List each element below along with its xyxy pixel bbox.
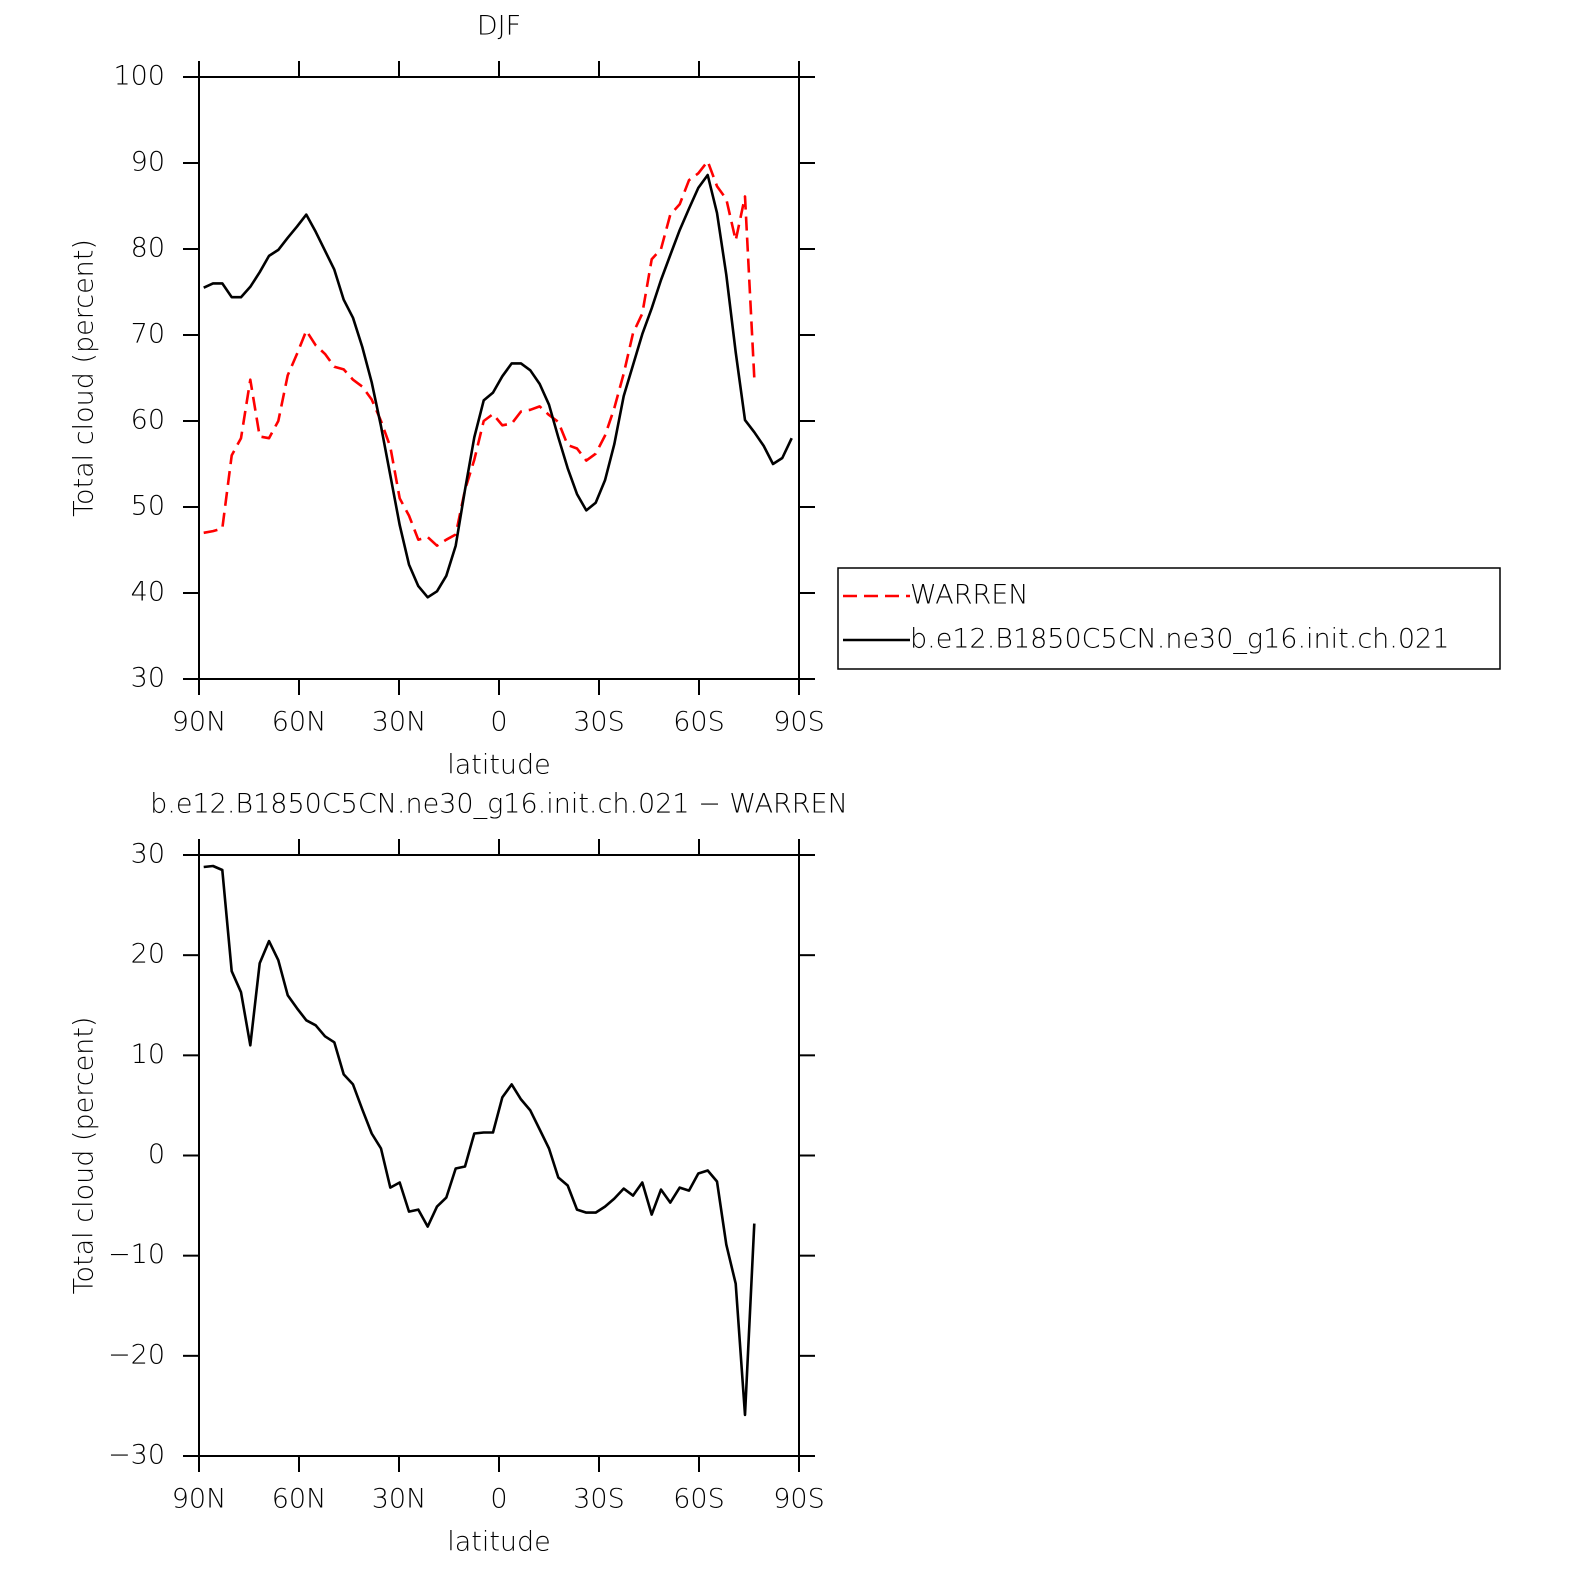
x-tick-label: 90S <box>773 707 825 738</box>
legend-label: b.e12.B1850C5CN.ne30_g16.init.ch.021 <box>910 624 1449 655</box>
y-tick-label: 80 <box>131 233 165 264</box>
x-tick-label: 0 <box>490 707 507 738</box>
y-tick-label: 10 <box>131 1039 165 1070</box>
y-tick-label: 60 <box>131 405 165 436</box>
data-line <box>203 864 756 1417</box>
y-tick-label: 20 <box>131 939 165 970</box>
y-tick-label: 90 <box>131 147 165 178</box>
y-tick-label: −30 <box>108 1440 165 1471</box>
x-tick-label: 30S <box>573 707 625 738</box>
x-axis-label: latitude <box>447 750 551 781</box>
x-tick-label: 30N <box>372 707 427 738</box>
plot-frame <box>198 854 800 1457</box>
x-tick-label: 60N <box>272 707 327 738</box>
y-axis-label: Total cloud (percent) <box>69 239 100 517</box>
plot-frame <box>198 76 800 680</box>
x-tick-label: 90N <box>172 1484 227 1515</box>
data-line <box>203 173 793 599</box>
y-tick-label: 30 <box>131 663 165 694</box>
x-axis-label: latitude <box>447 1527 551 1558</box>
legend-label: WARREN <box>910 580 1028 611</box>
y-axis-label: Total cloud (percent) <box>69 1017 100 1295</box>
chart-title: DJF <box>477 11 521 42</box>
data-line <box>203 160 756 547</box>
chart-title: b.e12.B1850C5CN.ne30_g16.init.ch.021 − W… <box>150 789 848 820</box>
x-tick-label: 30S <box>573 1484 625 1515</box>
x-tick-label: 0 <box>490 1484 507 1515</box>
y-tick-label: 30 <box>131 839 165 870</box>
y-tick-label: 0 <box>148 1139 165 1170</box>
x-tick-label: 90N <box>172 707 227 738</box>
y-tick-label: 100 <box>113 61 165 92</box>
x-tick-label: 60S <box>673 707 725 738</box>
legend-box <box>837 567 1501 670</box>
x-tick-label: 90S <box>773 1484 825 1515</box>
x-tick-label: 60S <box>673 1484 725 1515</box>
y-tick-label: 50 <box>131 491 165 522</box>
x-tick-label: 30N <box>372 1484 427 1515</box>
y-tick-label: 40 <box>131 577 165 608</box>
y-tick-label: −10 <box>108 1239 165 1270</box>
y-tick-label: −20 <box>108 1339 165 1370</box>
x-tick-label: 60N <box>272 1484 327 1515</box>
y-tick-label: 70 <box>131 319 165 350</box>
